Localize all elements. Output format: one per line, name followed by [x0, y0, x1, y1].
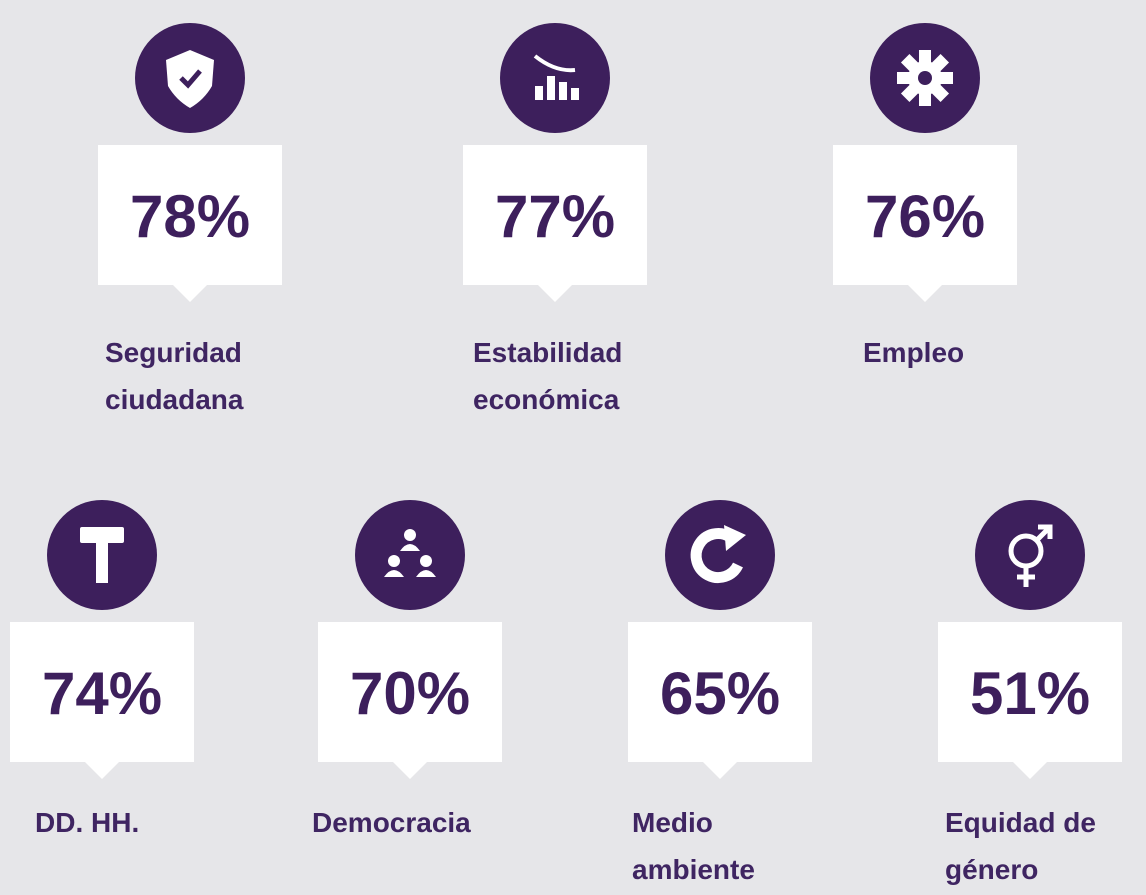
value-box — [98, 145, 282, 302]
value-text: 65% — [660, 660, 780, 727]
icon-shape — [690, 528, 743, 583]
icon-circle — [665, 500, 775, 610]
icon-shape — [724, 525, 746, 551]
value-box — [833, 145, 1017, 302]
icon-shape — [404, 529, 416, 541]
icon-shape — [1017, 524, 1053, 587]
label-text: Democracia — [312, 807, 471, 838]
icon-shape — [96, 541, 108, 583]
icon-shape — [80, 527, 124, 543]
icon-shape — [400, 544, 420, 551]
label-text: ciudadana — [105, 384, 244, 415]
label-text: género — [945, 854, 1038, 885]
icon-shape — [533, 54, 576, 73]
icon-shape — [919, 50, 931, 64]
label-text: Estabilidad — [473, 337, 622, 368]
icon-shape — [384, 570, 404, 577]
value-text: 74% — [42, 660, 162, 727]
icon-circle — [355, 500, 465, 610]
icon-shape — [416, 570, 436, 577]
value-text: 70% — [350, 660, 470, 727]
label-text: ambiente — [632, 854, 755, 885]
icon-shape — [388, 555, 400, 567]
label-text: Medio — [632, 807, 713, 838]
item-card: 51% Equidad de género — [938, 500, 1122, 885]
icon-shape — [918, 71, 932, 85]
icon-shape — [535, 86, 543, 100]
item-card: 76% Empleo — [833, 23, 1017, 368]
icon-circle — [975, 500, 1085, 610]
label-text: Empleo — [863, 337, 964, 368]
value-box — [628, 622, 812, 779]
value-box — [938, 622, 1122, 779]
label-text: DD. HH. — [35, 807, 139, 838]
label-text: Equidad de — [945, 807, 1096, 838]
value-text: 78% — [130, 183, 250, 250]
icon-shape — [919, 92, 931, 106]
icon-shape — [559, 82, 567, 100]
item-card: 74% DD. HH. — [10, 500, 194, 838]
item-card: 77% Estabilidad económica — [463, 23, 647, 415]
label-text: Seguridad — [105, 337, 242, 368]
icon-shape — [939, 72, 953, 84]
value-text: 77% — [495, 183, 615, 250]
value-box — [10, 622, 194, 779]
label-text: económica — [473, 384, 620, 415]
value-box — [318, 622, 502, 779]
icon-shape — [547, 76, 555, 100]
icon-shape — [420, 555, 432, 567]
item-card: 78% Seguridad ciudadana — [98, 23, 282, 415]
item-card: 70% Democracia — [312, 500, 502, 838]
value-text: 51% — [970, 660, 1090, 727]
icon-shape — [897, 72, 911, 84]
icon-shape — [179, 69, 202, 89]
value-text: 76% — [865, 183, 985, 250]
icon-shape — [571, 88, 579, 100]
item-card: 65% Medio ambiente — [628, 500, 812, 885]
value-box — [463, 145, 647, 302]
